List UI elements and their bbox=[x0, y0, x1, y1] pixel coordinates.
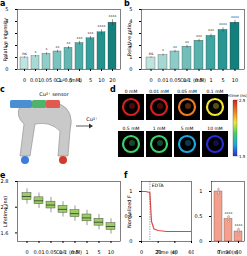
svg-text:10 mM: 10 mM bbox=[207, 126, 223, 131]
svg-text:****: **** bbox=[109, 14, 117, 19]
svg-text:0.1 mM: 0.1 mM bbox=[207, 89, 224, 94]
svg-text:**: ** bbox=[56, 45, 60, 50]
svg-text:0.05: 0.05 bbox=[169, 77, 180, 83]
svg-text:Cu²⁺ (mM): Cu²⁺ (mM) bbox=[56, 77, 82, 83]
svg-text:Time (s): Time (s) bbox=[155, 249, 176, 255]
svg-text:1.5: 1.5 bbox=[239, 154, 246, 159]
svg-text:*: * bbox=[162, 48, 164, 53]
svg-text:5: 5 bbox=[129, 6, 132, 12]
svg-text:1: 1 bbox=[129, 188, 132, 194]
svg-text:Cu²⁺ (mM): Cu²⁺ (mM) bbox=[180, 77, 206, 83]
svg-text:Lifetime (ns): Lifetime (ns) bbox=[222, 93, 247, 98]
svg-text:0.05: 0.05 bbox=[45, 249, 56, 255]
svg-text:0: 0 bbox=[129, 238, 132, 244]
svg-text:****: **** bbox=[235, 223, 243, 228]
svg-text:0.05 mM: 0.05 mM bbox=[177, 89, 197, 94]
svg-text:1 mM: 1 mM bbox=[153, 126, 166, 131]
svg-text:**: ** bbox=[67, 41, 71, 46]
svg-text:****: **** bbox=[225, 211, 233, 216]
svg-text:0 mM: 0 mM bbox=[125, 89, 138, 94]
svg-text:1: 1 bbox=[199, 188, 202, 194]
svg-text:0: 0 bbox=[5, 66, 8, 72]
svg-text:**: ** bbox=[173, 45, 177, 50]
svg-text:ns: ns bbox=[22, 51, 27, 56]
svg-text:5: 5 bbox=[5, 6, 8, 12]
svg-text:EDTA: EDTA bbox=[152, 183, 165, 188]
svg-text:10: 10 bbox=[98, 77, 104, 83]
svg-text:****: **** bbox=[98, 24, 106, 29]
svg-text:0: 0 bbox=[23, 77, 26, 83]
svg-text:Relative ratio: Relative ratio bbox=[126, 23, 132, 56]
svg-text:0: 0 bbox=[149, 77, 152, 83]
svg-text:Lifetime (ns): Lifetime (ns) bbox=[2, 196, 8, 228]
svg-text:1.6: 1.6 bbox=[1, 230, 9, 236]
svg-text:0.5 mM: 0.5 mM bbox=[123, 126, 140, 131]
svg-text:5: 5 bbox=[221, 77, 224, 83]
svg-text:5 mM: 5 mM bbox=[181, 126, 194, 131]
svg-text:20: 20 bbox=[109, 77, 115, 83]
svg-text:***: *** bbox=[208, 28, 214, 33]
svg-text:Relative intensity: Relative intensity bbox=[2, 18, 9, 61]
svg-text:0.01: 0.01 bbox=[30, 77, 41, 83]
svg-text:5: 5 bbox=[97, 249, 100, 255]
svg-text:Cu²⁺ (mM): Cu²⁺ (mM) bbox=[56, 249, 82, 255]
svg-text:0.01: 0.01 bbox=[33, 249, 44, 255]
svg-text:Cu²⁺ sensor: Cu²⁺ sensor bbox=[39, 91, 69, 97]
svg-text:Cu²⁺: Cu²⁺ bbox=[86, 116, 98, 122]
svg-text:5: 5 bbox=[89, 77, 92, 83]
svg-text:**: ** bbox=[185, 40, 189, 45]
svg-text:0.05: 0.05 bbox=[41, 77, 52, 83]
svg-text:0: 0 bbox=[129, 66, 132, 72]
svg-text:*: * bbox=[46, 47, 48, 52]
svg-text:****: **** bbox=[219, 22, 227, 27]
svg-text:ns: ns bbox=[149, 51, 154, 56]
svg-text:1: 1 bbox=[209, 77, 212, 83]
svg-text:0: 0 bbox=[140, 249, 143, 255]
svg-text:1: 1 bbox=[85, 249, 88, 255]
svg-text:2.5: 2.5 bbox=[239, 98, 246, 103]
svg-text:0.5: 0.5 bbox=[195, 213, 203, 219]
svg-text:10: 10 bbox=[108, 249, 114, 255]
svg-text:*: * bbox=[35, 50, 37, 55]
svg-text:Time (s): Time (s) bbox=[217, 249, 238, 255]
svg-text:0.01: 0.01 bbox=[157, 77, 168, 83]
svg-text:0.01 mM: 0.01 mM bbox=[149, 89, 169, 94]
svg-text:10: 10 bbox=[232, 77, 238, 83]
svg-text:2.8: 2.8 bbox=[1, 178, 9, 184]
svg-text:0: 0 bbox=[199, 238, 202, 244]
svg-text:***: *** bbox=[196, 34, 202, 39]
svg-text:0: 0 bbox=[25, 249, 28, 255]
svg-text:****: **** bbox=[231, 15, 239, 20]
svg-text:Normalized F: Normalized F bbox=[126, 195, 132, 228]
svg-text:***: *** bbox=[88, 31, 94, 36]
svg-text:***: *** bbox=[77, 36, 83, 41]
